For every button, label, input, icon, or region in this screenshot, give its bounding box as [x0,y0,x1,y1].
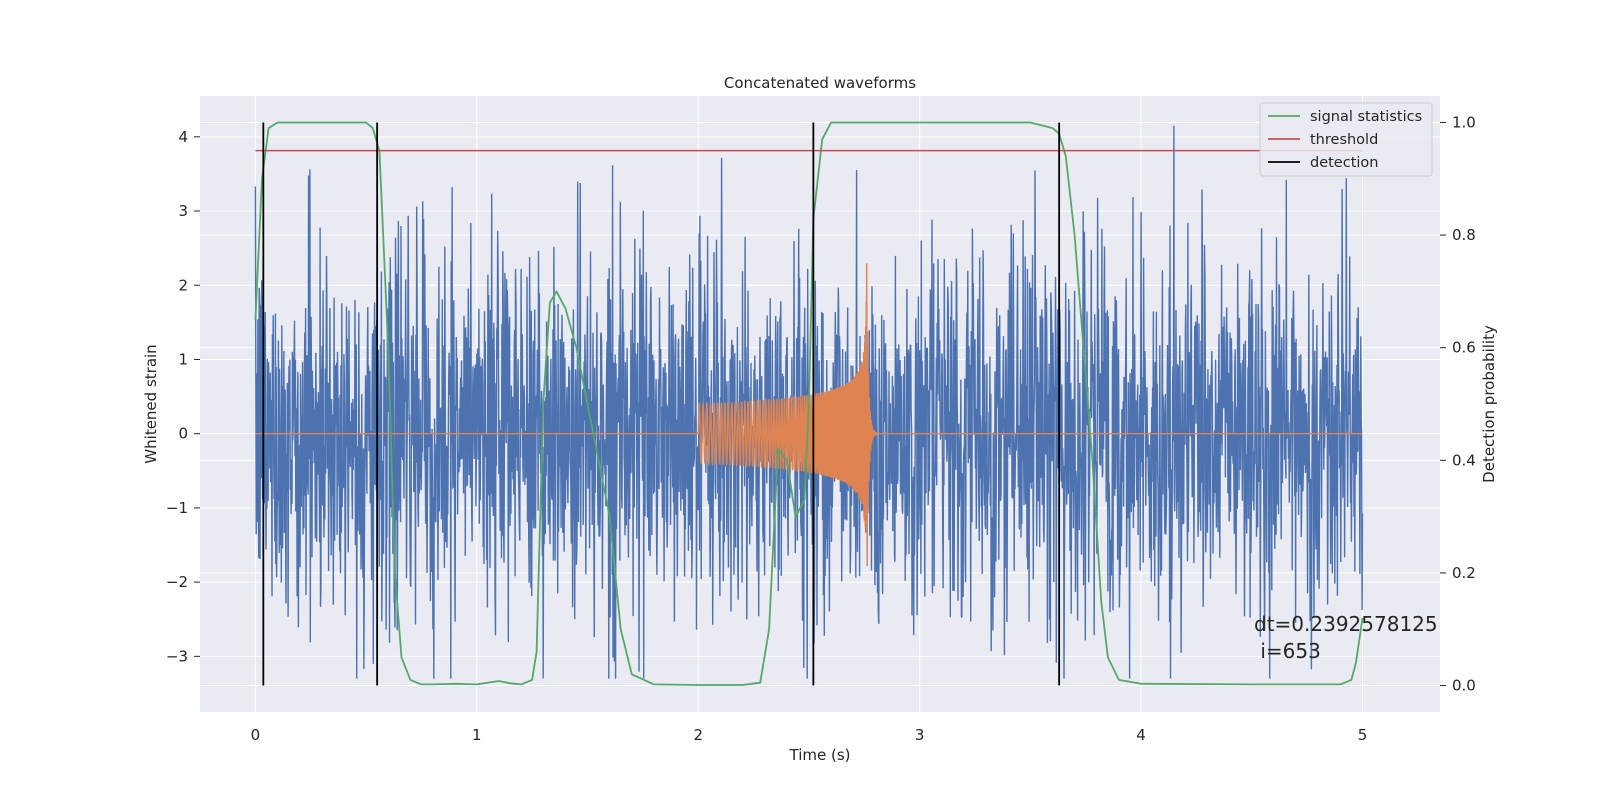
strain-series [254,125,1364,679]
y-tick-label: −2 [166,573,188,591]
x-tick-label: 4 [1136,726,1146,744]
y-tick-label: 3 [178,202,188,220]
strain-line [254,125,1364,679]
x-tick-label: 3 [915,726,925,744]
y2-tick-label: 0.6 [1452,339,1476,357]
legend-label-signal-statistics: signal statistics [1310,109,1422,125]
y-tick-label: −3 [166,647,188,665]
signal-statistics-series [254,121,1364,686]
ticks: 0 1 2 3 4 5 −3 −2 −1 0 1 2 3 4 0.0 0.2 0.4 0.6 0.8 1.0 [166,113,1476,744]
legend-label-threshold: threshold [1310,132,1378,148]
y-tick-label: 1 [178,350,188,368]
x-tick-label: 0 [251,726,261,744]
detection-series [262,122,1061,686]
y-tick-label: 0 [178,425,188,443]
x-tick-label: 1 [472,726,482,744]
legend: signal statistics threshold detection [1259,102,1433,177]
y2-axis-label: Detection probability [1480,325,1498,483]
legend-label-detection: detection [1310,155,1378,171]
y2-tick-label: 0.2 [1452,564,1476,582]
x-tick-label: 2 [693,726,703,744]
y-tick-label: 4 [178,128,188,146]
signal-statistics-line [254,121,1364,686]
annotation-dt: dt=0.2392578125 [1254,612,1438,636]
y2-tick-label: 0.8 [1452,226,1476,244]
chart-title: Concatenated waveforms [724,74,916,92]
y2-tick-label: 0.0 [1452,677,1476,695]
y2-tick-label: 1.0 [1452,113,1476,131]
x-axis-label: Time (s) [789,746,851,764]
y-axis-label: Whitened strain [142,344,160,463]
y-tick-label: −1 [166,499,188,517]
x-tick-label: 5 [1358,726,1368,744]
legend-box [1259,102,1433,177]
y-tick-label: 2 [178,276,188,294]
y2-tick-label: 0.4 [1452,451,1476,469]
annotation-index: i=653 [1254,639,1321,663]
